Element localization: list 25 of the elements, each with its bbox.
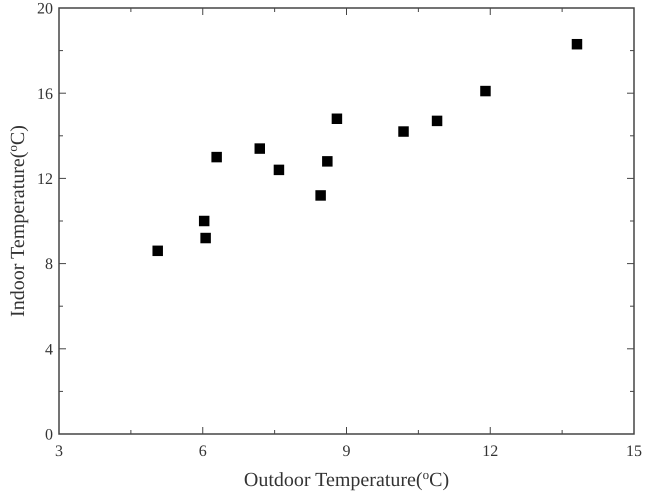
point (322, 156, 333, 167)
x-tick-label: 3 (55, 443, 63, 460)
point (152, 246, 163, 256)
x-axis-title: Outdoor Temperature($^{o}$C) (244, 466, 450, 491)
x-tick-label: 6 (198, 443, 207, 460)
point (432, 116, 442, 126)
y-tick-label: 8 (45, 256, 53, 274)
y-tick-label: 12 (37, 171, 53, 188)
point (480, 86, 491, 96)
point (332, 114, 342, 124)
point (398, 126, 409, 137)
point (572, 38, 582, 50)
point (200, 232, 211, 244)
x-tick-label: 12 (482, 443, 498, 460)
point (254, 143, 266, 154)
y-tick-label: 20 (37, 0, 53, 18)
point (315, 190, 326, 201)
x-tick-label: 15 (626, 443, 642, 460)
y-tick-label: 4 (45, 341, 53, 358)
point (274, 164, 284, 176)
x-tick-label: 9 (342, 443, 350, 460)
point (211, 152, 222, 162)
point (198, 216, 210, 226)
y-tick-label: 16 (37, 86, 53, 103)
y-tick-label: 0 (45, 426, 53, 444)
